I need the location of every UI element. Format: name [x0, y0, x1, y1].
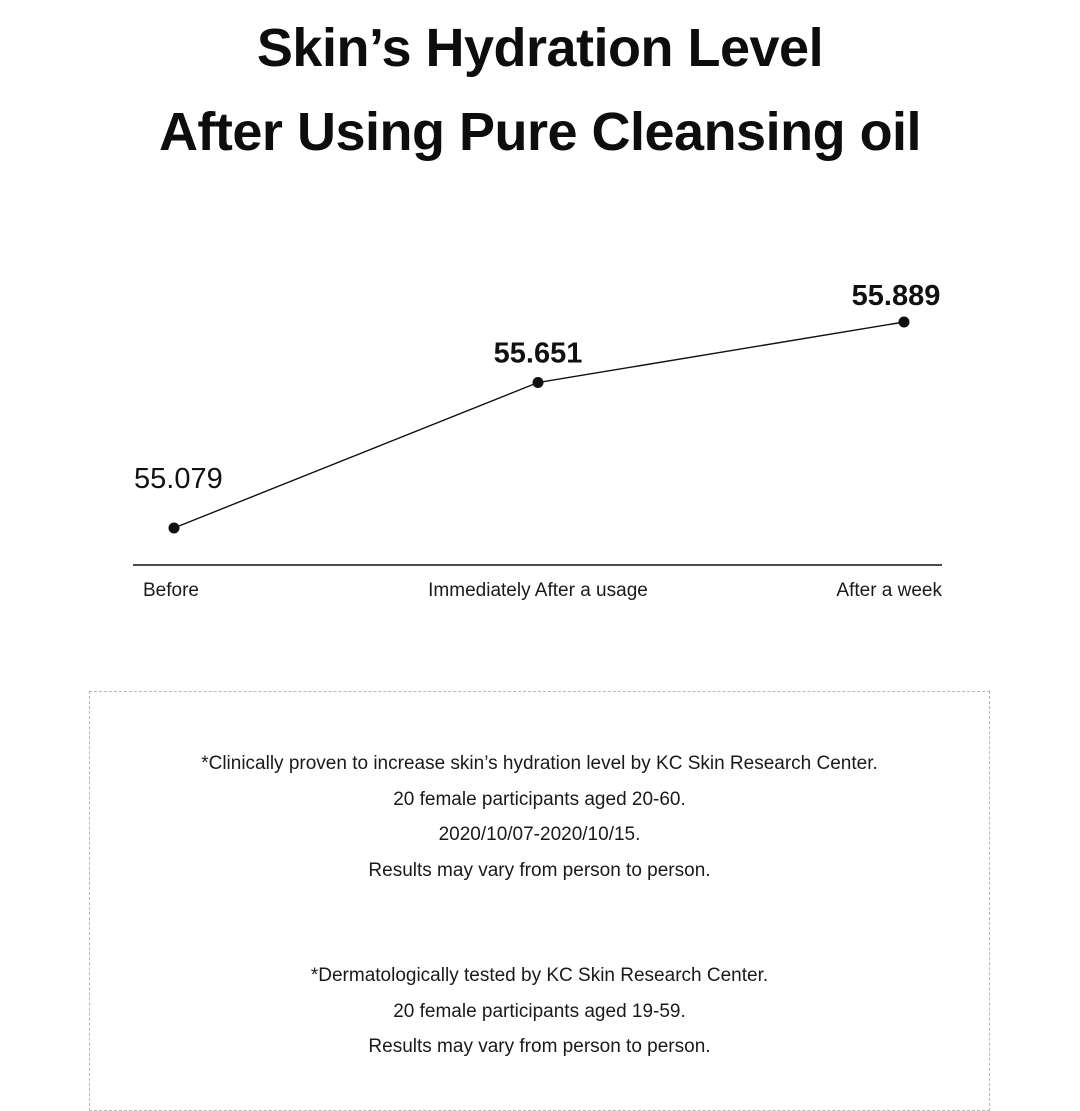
clinical-note-line: Results may vary from person to person.	[368, 859, 711, 881]
clinical-test-notes: *Clinically proven to increase skin’s hy…	[90, 746, 989, 888]
x-tick-label: Before	[143, 580, 199, 601]
data-value-label: 55.079	[134, 463, 223, 495]
hydration-line-chart: 55.079 55.651 55.889 Before Immediately Aft…	[133, 280, 942, 601]
dermatological-note-line: *Dermatologically tested by KC Skin Rese…	[310, 965, 769, 986]
x-tick-label: After a week	[836, 580, 942, 601]
data-point-marker	[898, 316, 910, 328]
data-point-marker	[168, 522, 180, 534]
clinical-note-line: 20 female participants aged 20-60.	[393, 788, 686, 810]
disclaimer-box: *Clinically proven to increase skin’s hy…	[89, 691, 990, 1111]
data-value-label: 55.889	[852, 280, 941, 312]
chart-title-line-2: After Using Pure Cleansing oil	[158, 102, 922, 162]
data-point-marker	[532, 377, 544, 389]
series-layer	[168, 316, 910, 534]
value-label-layer: 55.079 55.651 55.889	[134, 280, 940, 495]
dermatological-note-line: Results may vary from person to person.	[368, 1036, 711, 1057]
clinical-note-line: *Clinically proven to increase skin’s hy…	[201, 753, 878, 774]
chart-title-line-1: Skin’s Hydration Level	[256, 18, 824, 78]
data-value-label: 55.651	[494, 338, 583, 370]
x-tick-label-layer: Before Immediately After a usage After a w…	[143, 580, 942, 601]
dermatological-note-line: 20 female participants aged 19-59.	[393, 1000, 686, 1022]
clinical-note-line: 2020/10/07-2020/10/15.	[438, 824, 641, 845]
dermatological-test-notes: *Dermatologically tested by KC Skin Rese…	[90, 958, 989, 1065]
x-tick-label: Immediately After a usage	[428, 580, 648, 601]
